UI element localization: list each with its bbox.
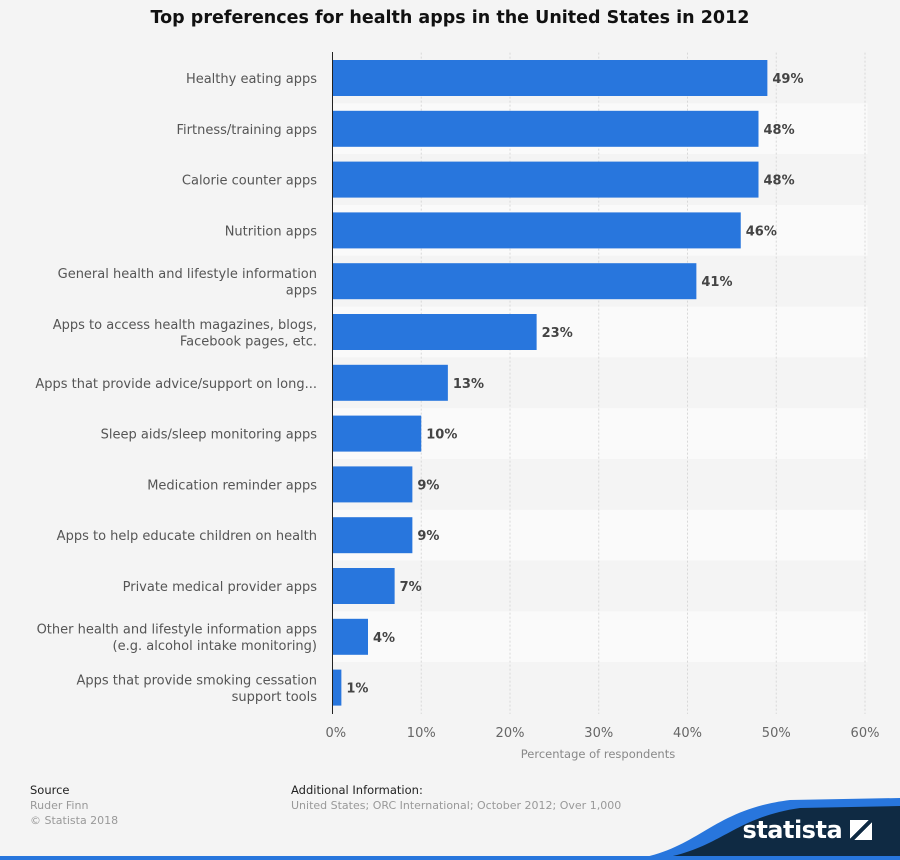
- data-label: 9%: [417, 529, 439, 544]
- category-label: General health and lifestyle information: [58, 267, 317, 282]
- category-label: Private medical provider apps: [123, 580, 318, 595]
- x-tick-label: 40%: [673, 726, 702, 741]
- data-label: 48%: [764, 174, 795, 189]
- category-label: Healthy eating apps: [186, 72, 317, 87]
- category-label: Apps that provide advice/support on long…: [35, 377, 317, 392]
- row-stripe: [332, 611, 868, 663]
- data-label: 23%: [542, 326, 573, 341]
- category-label: Sleep aids/sleep monitoring apps: [101, 428, 318, 443]
- row-stripe: [332, 509, 868, 561]
- x-tick-label: 10%: [407, 726, 436, 741]
- statista-logo-icon: [850, 820, 872, 840]
- data-label: 4%: [373, 631, 395, 646]
- source-heading: Source: [30, 783, 70, 797]
- x-axis-label: Percentage of respondents: [521, 747, 675, 761]
- x-tick-label: 60%: [851, 726, 880, 741]
- x-tick-label: 0%: [326, 726, 347, 741]
- info-heading: Additional Information:: [291, 783, 423, 797]
- data-label: 10%: [426, 428, 457, 443]
- additional-info-block: Additional Information: United States; O…: [291, 783, 621, 813]
- category-label: Nutrition apps: [225, 224, 318, 239]
- bar: [332, 568, 395, 604]
- source-block: Source Ruder Finn © Statista 2018: [30, 783, 118, 828]
- data-label: 48%: [764, 123, 795, 138]
- chart-title: Top preferences for health apps in the U…: [150, 8, 750, 28]
- data-label: 46%: [746, 224, 777, 239]
- data-label: 9%: [417, 478, 439, 493]
- statista-logo[interactable]: statista: [743, 816, 872, 844]
- category-label: Firtness/training apps: [177, 123, 318, 138]
- data-label: 49%: [772, 72, 803, 87]
- bar: [332, 618, 368, 655]
- data-label: 13%: [453, 377, 484, 392]
- bar: [332, 669, 342, 706]
- x-tick-label: 20%: [496, 726, 525, 741]
- category-label: Apps to access health magazines, blogs,: [53, 318, 317, 333]
- category-label: Apps that provide smoking cessation: [77, 673, 318, 688]
- bar: [332, 110, 759, 147]
- category-label: (e.g. alcohol intake monitoring): [113, 639, 317, 654]
- x-tick-label: 50%: [762, 726, 791, 741]
- row-stripe: [332, 662, 868, 713]
- bar: [332, 364, 448, 401]
- bar: [332, 60, 768, 96]
- bar: [332, 415, 422, 452]
- bar: [332, 466, 413, 503]
- logo-text: statista: [742, 816, 843, 844]
- data-label: 7%: [400, 580, 422, 595]
- x-tick-label: 30%: [584, 726, 613, 741]
- category-label: Facebook pages, etc.: [180, 334, 317, 349]
- data-label: 1%: [346, 682, 368, 697]
- bar: [332, 517, 413, 554]
- bar-chart: 49% Healthy eating apps 48% Firtness/traini…: [35, 52, 880, 761]
- bar: [332, 161, 759, 198]
- bar: [332, 212, 741, 249]
- data-label: 41%: [701, 275, 732, 290]
- category-label: Other health and lifestyle information a…: [37, 623, 318, 638]
- row-stripe: [332, 459, 868, 510]
- category-label: Apps to help educate children on health: [57, 529, 317, 544]
- source-text[interactable]: Ruder Finn: [30, 799, 89, 812]
- info-text: United States; ORC International; Octobe…: [291, 799, 622, 812]
- copyright: © Statista 2018: [30, 814, 119, 827]
- category-label: support tools: [232, 690, 318, 705]
- bar: [332, 263, 697, 300]
- category-label: Calorie counter apps: [182, 174, 317, 189]
- category-label: apps: [286, 283, 317, 298]
- category-label: Medication reminder apps: [147, 478, 317, 493]
- bar: [332, 314, 537, 350]
